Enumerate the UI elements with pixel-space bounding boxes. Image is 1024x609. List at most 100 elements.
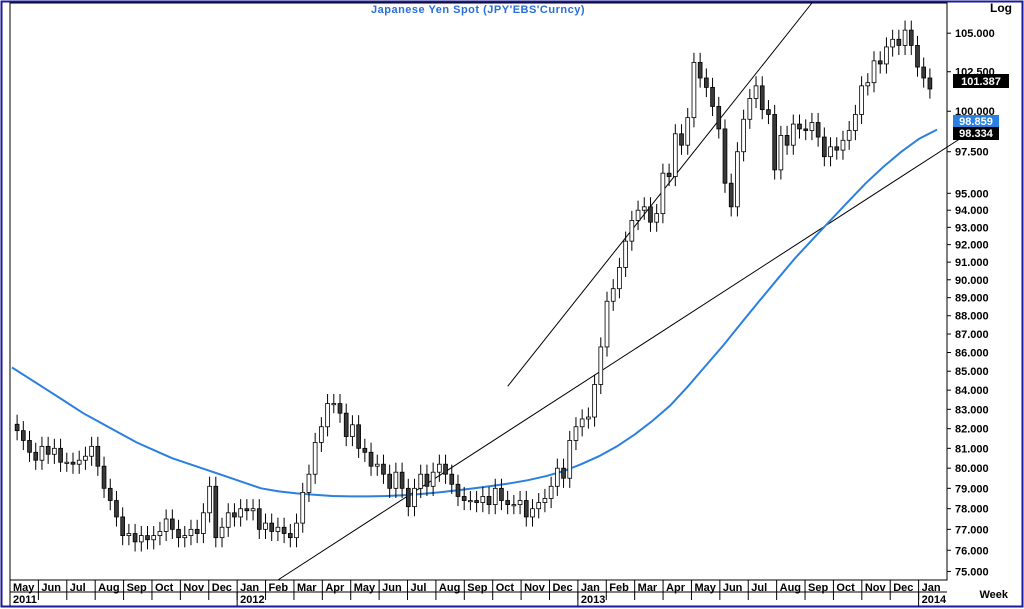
x-year-label: 2012 (240, 594, 264, 606)
candle-body (337, 403, 343, 414)
candle-body (188, 528, 194, 536)
candle-body (685, 117, 691, 146)
candle-body (672, 133, 678, 177)
candle-body (89, 445, 94, 457)
y-tick-label: 105.000 (955, 28, 995, 40)
candle-body (828, 146, 833, 158)
candle-body (598, 346, 604, 385)
x-month-label: Apr (666, 582, 686, 594)
x-year-label: 2014 (922, 594, 947, 606)
candle-body (20, 430, 26, 441)
candle-body (331, 403, 337, 406)
y-tick-label: 76.000 (955, 545, 989, 557)
x-month-label: Apr (325, 582, 345, 594)
candle-body (790, 123, 796, 146)
y-tick-label: 85.000 (955, 366, 989, 378)
channel-tag: 98.334 (953, 127, 999, 140)
candle-body (704, 77, 709, 88)
candle-body (64, 461, 70, 464)
scale-label: Log (990, 1, 1012, 15)
candle-body (405, 487, 411, 508)
candle-body (449, 473, 455, 485)
y-tick-label: 90.000 (955, 275, 989, 287)
candle-body (741, 118, 746, 153)
candle-body (95, 445, 101, 467)
y-tick-label: 80.000 (955, 463, 989, 475)
candle-body (362, 447, 368, 453)
candle-body (176, 528, 181, 539)
channel-value: 98.334 (959, 128, 994, 140)
candle-body (592, 384, 597, 418)
x-axis: May Jun Jul Aug Sep Oct Nov Dec Jan Feb Mar Apr May J… (9, 580, 947, 606)
candle-body (256, 508, 262, 530)
x-month-label: Jul (411, 582, 427, 594)
candle-body (679, 133, 684, 146)
candle-body (219, 526, 225, 539)
candle-body (312, 442, 318, 475)
candle-body (107, 487, 113, 501)
last-price-value: 101.387 (961, 76, 1001, 88)
candle-body (865, 82, 871, 87)
candle-body (573, 426, 579, 441)
candle-body (809, 122, 815, 131)
candle-body (499, 487, 504, 501)
candle-body (132, 533, 138, 543)
candle-body (728, 182, 734, 208)
x-month-label: Aug (98, 582, 119, 594)
candle-body (437, 463, 442, 473)
candle-body (101, 465, 107, 489)
candle-body (480, 496, 486, 503)
candle-body (207, 485, 212, 514)
x-month-label: May (694, 582, 716, 594)
candle-body (455, 483, 461, 497)
candle-body (343, 412, 349, 437)
y-tick-label: 82.000 (955, 424, 989, 436)
candle-body (45, 445, 51, 455)
candle-body (623, 240, 628, 268)
x-month-label: Oct (836, 582, 855, 594)
candle-body (555, 467, 560, 487)
candle-body (815, 122, 821, 138)
candle-body (536, 502, 542, 510)
moving-average-tag: 98.859 (953, 115, 999, 128)
candle-body (803, 128, 809, 131)
y-tick-label: 84.000 (955, 385, 989, 397)
period-label: Week (979, 589, 1008, 601)
x-month-label: Aug (780, 582, 801, 594)
candle-body (586, 416, 591, 420)
candle-body (921, 66, 927, 79)
moving-average-value: 98.859 (959, 116, 993, 128)
x-month-label: Oct (496, 582, 515, 594)
channel-upper-line (507, 2, 813, 387)
x-month-label: Sep (467, 582, 487, 594)
candle-body (617, 266, 622, 290)
candle-body (561, 467, 566, 479)
candle-body (505, 500, 510, 506)
y-tick-label: 93.000 (955, 222, 989, 234)
candle-body (797, 123, 802, 130)
candle-body (33, 451, 39, 461)
y-tick-label: 92.000 (955, 240, 989, 252)
candle-body (387, 473, 392, 489)
candle-body (27, 440, 32, 453)
candle-body (393, 471, 399, 489)
last-price-tag: 101.387 (953, 74, 1009, 88)
x-month-label: Jan (240, 582, 259, 594)
candle-body (250, 508, 256, 512)
x-year-label: 2011 (13, 594, 37, 606)
x-month-label: Jun (41, 582, 61, 594)
y-tick-label: 89.000 (955, 293, 989, 305)
candlesticks (14, 20, 933, 552)
candle-body (201, 512, 206, 534)
candle-body (759, 85, 765, 111)
x-month-label: Jun (723, 582, 743, 594)
x-year-label: 2013 (581, 594, 605, 606)
candle-body (418, 473, 424, 489)
candle-body (443, 463, 448, 475)
candle-body (492, 487, 498, 506)
x-month-label: Nov (524, 582, 546, 594)
candle-body (486, 496, 492, 506)
x-month-label: Aug (439, 582, 460, 594)
candle-body (399, 471, 405, 489)
candle-body (604, 300, 610, 348)
